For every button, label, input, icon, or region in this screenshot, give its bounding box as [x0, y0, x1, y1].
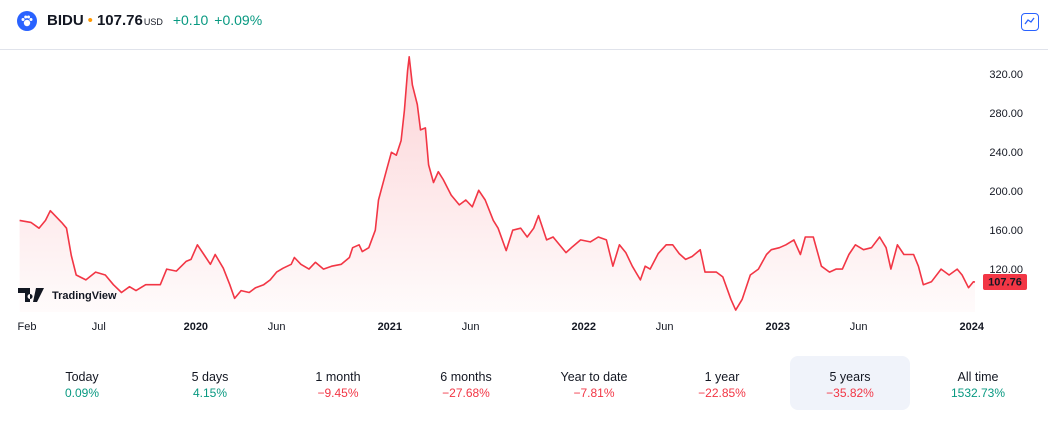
period-change: −35.82%: [826, 386, 874, 400]
period-tab[interactable]: 1 year −22.85%: [662, 356, 782, 410]
y-tick-label: 240.00: [989, 147, 1023, 159]
price-line: [19, 56, 976, 311]
symbol-logo: [17, 11, 37, 31]
quote-line: BIDU • 107.76USD +0.10 +0.09%: [47, 12, 262, 29]
period-change: 0.09%: [64, 386, 100, 400]
period-label: 6 months: [440, 370, 492, 384]
period-label: 1 year: [704, 370, 740, 384]
period-label: 5 years: [829, 370, 871, 384]
x-tick-label: Jun: [850, 321, 868, 333]
change-percent: +0.09%: [214, 12, 263, 28]
period-change: −22.85%: [698, 386, 746, 400]
period-tab[interactable]: 5 years −35.82%: [790, 356, 910, 410]
status-dot: •: [87, 12, 93, 29]
chart-style-button[interactable]: [1021, 13, 1039, 31]
period-label: All time: [957, 370, 999, 384]
x-tick-label: Jun: [268, 321, 286, 333]
period-change: −27.68%: [442, 386, 490, 400]
x-tick-label: 2021: [378, 321, 402, 333]
x-tick-label: Jul: [92, 321, 106, 333]
logo-paw: [21, 15, 33, 27]
currency: USD: [143, 17, 163, 27]
x-tick-label: 2022: [572, 321, 596, 333]
x-tick-label: Feb: [18, 321, 37, 333]
last-price-label: 107.76: [988, 276, 1022, 288]
period-label: Year to date: [560, 370, 628, 384]
period-change: 4.15%: [192, 386, 228, 400]
y-tick-label: 280.00: [989, 108, 1023, 120]
icon: [1024, 17, 1035, 25]
price: 107.76: [96, 12, 143, 29]
symbol[interactable]: BIDU: [47, 12, 84, 29]
period-label: 5 days: [191, 370, 229, 384]
area-fill: [19, 56, 976, 312]
period-change: −9.45%: [317, 386, 359, 400]
y-tick-label: 120.00: [989, 264, 1023, 276]
period-tab[interactable]: All time 1532.73%: [918, 356, 1038, 410]
x-tick-label: Jun: [462, 321, 480, 333]
period-tab[interactable]: Year to date −7.81%: [534, 356, 654, 410]
period-tab[interactable]: 6 months −27.68%: [406, 356, 526, 410]
y-tick-label: 320.00: [989, 69, 1023, 81]
header: BIDU • 107.76USD +0.10 +0.09%: [0, 0, 1048, 50]
period-change: 1532.73%: [950, 386, 1006, 400]
watermark: TradingView: [18, 288, 117, 302]
chart: 120.00 160.00 200.00 240.00 280.00 320.00 Feb J…: [18, 56, 1027, 333]
period-tab[interactable]: Today 0.09%: [22, 356, 142, 410]
period-label: Today: [65, 370, 99, 384]
y-tick-label: 200.00: [989, 186, 1023, 198]
x-tick-label: Jun: [656, 321, 674, 333]
period-tab[interactable]: 1 month −9.45%: [278, 356, 398, 410]
change: +0.10: [172, 12, 209, 28]
x-tick-label: 2023: [766, 321, 790, 333]
x-tick-label: 2024: [960, 321, 985, 333]
watermark-logo: [18, 288, 44, 302]
watermark-text: TradingView: [52, 290, 117, 302]
x-tick-label: 2020: [184, 321, 208, 333]
period-tab[interactable]: 5 days 4.15%: [150, 356, 270, 410]
period-bar: Today 0.09% 5 days 4.15% 1 month −9.45% 6 mont…: [18, 356, 1042, 412]
y-tick-label: 160.00: [989, 225, 1023, 237]
period-change: −7.81%: [573, 386, 615, 400]
last-price-tag: [983, 274, 1027, 291]
period-label: 1 month: [315, 370, 361, 384]
